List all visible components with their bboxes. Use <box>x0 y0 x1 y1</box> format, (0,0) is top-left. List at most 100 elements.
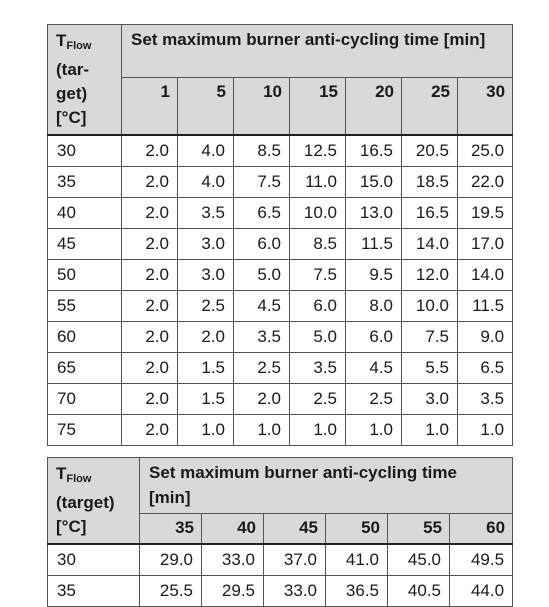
value-cell: 29.0 <box>139 543 202 576</box>
value-cell: 44.0 <box>448 575 514 607</box>
value-cell: 2.0 <box>121 228 178 260</box>
value-cell: 3.0 <box>177 259 234 291</box>
flow-temp-cell: 60 <box>47 321 122 353</box>
column-header: 20 <box>345 77 402 137</box>
value-cell: 1.0 <box>456 414 514 446</box>
anti-cycling-table-2: TFlow (target) [°C] Set maximum burner a… <box>47 457 514 607</box>
value-cell: 2.0 <box>121 352 178 384</box>
value-cell: 41.0 <box>325 543 388 576</box>
value-cell: 37.0 <box>263 543 326 576</box>
value-cell: 12.0 <box>401 259 458 291</box>
value-cell: 5.0 <box>233 259 290 291</box>
value-cell: 2.5 <box>177 290 234 322</box>
value-cell: 11.5 <box>456 290 514 322</box>
value-cell: 20.5 <box>401 134 458 167</box>
flow-temp-header-sub: Flow <box>66 40 92 52</box>
table-row: 45 2.0 3.0 6.0 8.5 11.5 14.0 17.0 <box>47 228 514 260</box>
value-cell: 5.0 <box>289 321 346 353</box>
flow-temp-cell: 55 <box>47 290 122 322</box>
column-header: 10 <box>233 77 290 137</box>
flow-temp-cell: 40 <box>47 197 122 229</box>
value-cell: 1.0 <box>177 414 234 446</box>
flow-temp-cell: 75 <box>47 414 122 446</box>
value-cell: 16.5 <box>345 134 402 167</box>
value-cell: 45.0 <box>387 543 450 576</box>
value-cell: 6.0 <box>233 228 290 260</box>
value-cell: 2.0 <box>233 383 290 415</box>
table-row: 40 2.0 3.5 6.5 10.0 13.0 16.5 19.5 <box>47 197 514 229</box>
table-row: 60 2.0 2.0 3.5 5.0 6.0 7.5 9.0 <box>47 321 514 353</box>
anti-cycling-time-header: Set maximum burner anti-cycling time [mi… <box>138 457 514 514</box>
column-header: 45 <box>263 512 326 545</box>
value-cell: 3.0 <box>401 383 458 415</box>
value-cell: 2.0 <box>121 197 178 229</box>
value-cell: 11.0 <box>289 166 346 198</box>
value-cell: 2.5 <box>289 383 346 415</box>
value-cell: 14.0 <box>401 228 458 260</box>
anti-cycling-time-header: Set maximum burner anti-cycling time [mi… <box>120 23 514 79</box>
flow-temp-cell: 50 <box>47 259 122 291</box>
value-cell: 3.5 <box>233 321 290 353</box>
value-cell: 3.5 <box>456 383 514 415</box>
value-cell: 4.5 <box>233 290 290 322</box>
table-row: 70 2.0 1.5 2.0 2.5 2.5 3.0 3.5 <box>47 383 514 415</box>
flow-temp-header-rest: (tar- get) [°C] <box>56 60 90 127</box>
column-header: 1 <box>121 77 178 137</box>
value-cell: 9.5 <box>345 259 402 291</box>
anti-cycling-table-1: TFlow (tar- get) [°C] Set maximum burner… <box>47 23 514 446</box>
value-cell: 4.0 <box>177 134 234 167</box>
flow-temp-cell: 30 <box>47 134 122 167</box>
value-cell: 4.5 <box>345 352 402 384</box>
flow-temp-header-main: T <box>56 464 67 483</box>
column-header: 15 <box>289 77 346 137</box>
value-cell: 15.0 <box>345 166 402 198</box>
table-row: 35 25.5 29.5 33.0 36.5 40.5 44.0 <box>47 575 514 607</box>
table-row: 50 2.0 3.0 5.0 7.5 9.5 12.0 14.0 <box>47 259 514 291</box>
column-header: 30 <box>456 77 514 137</box>
value-cell: 2.0 <box>121 414 178 446</box>
flow-temp-header: TFlow (target) [°C] <box>47 457 140 545</box>
value-cell: 1.0 <box>233 414 290 446</box>
value-cell: 16.5 <box>401 197 458 229</box>
table-row: 30 29.0 33.0 37.0 41.0 45.0 49.5 <box>47 543 514 576</box>
column-header: 55 <box>387 512 450 545</box>
value-cell: 1.0 <box>289 414 346 446</box>
value-cell: 14.0 <box>456 259 514 291</box>
value-cell: 10.0 <box>401 290 458 322</box>
value-cell: 3.5 <box>177 197 234 229</box>
flow-temp-cell: 65 <box>47 352 122 384</box>
value-cell: 2.0 <box>121 290 178 322</box>
flow-temp-header-rest: (target) [°C] <box>56 493 115 536</box>
value-cell: 12.5 <box>289 134 346 167</box>
value-cell: 13.0 <box>345 197 402 229</box>
table-row: 35 2.0 4.0 7.5 11.0 15.0 18.5 22.0 <box>47 166 514 198</box>
value-cell: 40.5 <box>387 575 450 607</box>
value-cell: 7.5 <box>401 321 458 353</box>
value-cell: 6.0 <box>345 321 402 353</box>
value-cell: 2.0 <box>121 134 178 167</box>
value-cell: 2.5 <box>345 383 402 415</box>
column-header: 40 <box>201 512 264 545</box>
value-cell: 2.5 <box>233 352 290 384</box>
value-cell: 6.0 <box>289 290 346 322</box>
flow-temp-header: TFlow (tar- get) [°C] <box>47 24 122 136</box>
value-cell: 3.5 <box>289 352 346 384</box>
value-cell: 1.5 <box>177 352 234 384</box>
value-cell: 18.5 <box>401 166 458 198</box>
value-cell: 17.0 <box>456 228 514 260</box>
value-cell: 1.5 <box>177 383 234 415</box>
value-cell: 25.5 <box>139 575 202 607</box>
column-header: 5 <box>177 77 234 137</box>
value-cell: 25.0 <box>456 134 514 167</box>
value-cell: 8.5 <box>233 134 290 167</box>
value-cell: 10.0 <box>289 197 346 229</box>
value-cell: 3.0 <box>177 228 234 260</box>
flow-temp-cell: 30 <box>47 543 140 576</box>
value-cell: 7.5 <box>233 166 290 198</box>
value-cell: 5.5 <box>401 352 458 384</box>
value-cell: 1.0 <box>345 414 402 446</box>
table-row: 65 2.0 1.5 2.5 3.5 4.5 5.5 6.5 <box>47 352 514 384</box>
table-row: 55 2.0 2.5 4.5 6.0 8.0 10.0 11.5 <box>47 290 514 322</box>
column-header: 60 <box>448 512 514 545</box>
value-cell: 33.0 <box>201 543 264 576</box>
